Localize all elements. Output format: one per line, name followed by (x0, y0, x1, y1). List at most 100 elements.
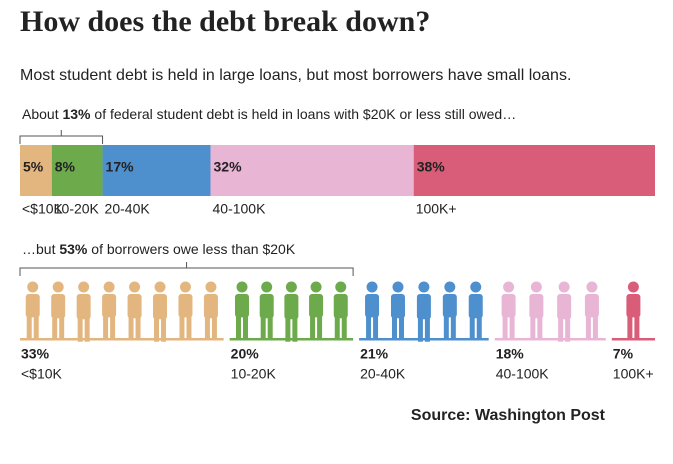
annotation: …but 53% of borrowers owe less than $20K (22, 241, 296, 257)
person-head (470, 281, 482, 293)
person-body (259, 294, 274, 319)
bar-segment (20, 145, 52, 196)
category-label: 10-20K (54, 201, 100, 217)
people-group (365, 281, 483, 342)
person-head (205, 281, 217, 293)
person-leg (627, 316, 633, 339)
category-label: 10-20K (231, 366, 277, 382)
value-label: 32% (214, 159, 243, 175)
category-label: 40-100K (213, 201, 267, 217)
person-body (501, 294, 516, 318)
value-label: 38% (417, 159, 446, 175)
person-leg (530, 317, 536, 340)
person-leg (558, 318, 564, 342)
person-head (236, 281, 248, 293)
subtitle: Most student debt is held in large loans… (20, 67, 571, 84)
person-body (557, 294, 572, 320)
people-group (25, 281, 218, 342)
person-body (468, 294, 483, 319)
value-label: 5% (23, 159, 44, 175)
person-leg (502, 316, 508, 339)
person-leg (469, 317, 475, 340)
category-label: 20-40K (360, 366, 406, 382)
bar-segment (413, 145, 655, 196)
value-label: 8% (55, 159, 76, 175)
person-leg (267, 317, 273, 340)
person-leg (179, 316, 185, 339)
person-body (76, 294, 91, 320)
bar-segment (51, 145, 103, 196)
category-label: <$10K (21, 366, 63, 382)
annotation-text: About (22, 106, 62, 122)
person-head (503, 281, 515, 293)
annotation-text: of borrowers owe less than $20K (87, 241, 295, 257)
value-label: 18% (496, 346, 525, 362)
person-leg (110, 316, 116, 339)
person-leg (634, 316, 640, 339)
bar-segment (102, 145, 211, 196)
person-body (390, 294, 405, 319)
person-leg (204, 317, 210, 340)
person-body (51, 294, 66, 319)
bracket (19, 262, 354, 276)
person-head (285, 281, 297, 293)
person-leg (398, 317, 404, 340)
group-underline (229, 338, 354, 341)
person-head (530, 281, 542, 293)
person-leg (128, 317, 134, 340)
group-underline (494, 338, 606, 341)
person-leg (476, 317, 482, 340)
person-leg (154, 318, 160, 342)
person-leg (103, 316, 109, 339)
person-leg (26, 316, 32, 339)
annotation-bold: 53% (59, 241, 88, 257)
person-head (444, 281, 456, 293)
group-underline (611, 338, 655, 341)
person-leg (565, 318, 571, 342)
annotation: About 13% of federal student debt is hel… (22, 106, 516, 122)
category-label: 20-40K (105, 201, 151, 217)
person-leg (424, 318, 430, 342)
person-leg (236, 316, 242, 339)
person-body (127, 294, 142, 319)
person-leg (186, 316, 192, 339)
category-label: 40-100K (496, 366, 550, 382)
category-label: <$10K (22, 201, 64, 217)
person-head (627, 281, 639, 293)
person-leg (59, 317, 65, 340)
person-body (178, 294, 193, 318)
person-leg (334, 317, 340, 340)
source: Source: Washington Post (411, 407, 606, 424)
person-body (584, 294, 599, 318)
person-leg (211, 317, 217, 340)
person-body (529, 294, 544, 319)
person-head (129, 281, 141, 293)
person-head (558, 281, 570, 293)
person-body (333, 294, 348, 319)
annotation-text: of federal student debt is held in loans… (91, 106, 517, 122)
person-body (416, 294, 431, 320)
person-leg (373, 316, 379, 339)
person-leg (341, 317, 347, 340)
person-body (235, 294, 250, 318)
person-head (78, 281, 90, 293)
person-leg (260, 317, 266, 340)
person-leg (285, 318, 291, 342)
person-head (261, 281, 273, 293)
person-leg (537, 317, 543, 340)
person-leg (509, 316, 515, 339)
person-leg (84, 318, 90, 342)
person-leg (52, 317, 58, 340)
person-leg (417, 318, 423, 342)
people-group (235, 281, 348, 342)
person-leg (310, 316, 316, 339)
person-leg (443, 316, 449, 339)
bracket (19, 130, 104, 144)
person-leg (135, 317, 141, 340)
person-leg (450, 316, 456, 339)
person-head (179, 281, 191, 293)
group-underline (20, 338, 224, 341)
person-body (284, 294, 299, 320)
person-head (103, 281, 115, 293)
